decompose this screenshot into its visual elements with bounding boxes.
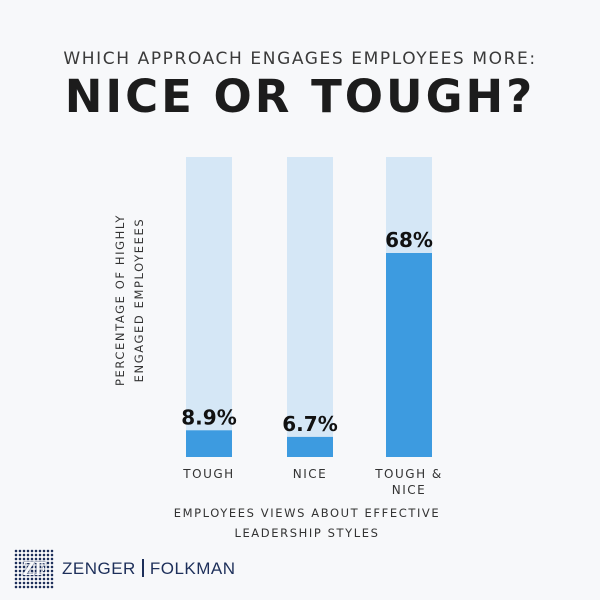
category-label-1-line-1: TOUGH <box>182 467 234 481</box>
company-logo: ZF ZENGER FOLKMAN <box>14 549 236 589</box>
logo-mark-letters: ZF <box>22 558 47 580</box>
x-axis-label-line-1: EMPLOYEES VIEWS ABOUT EFFECTIVE <box>173 506 441 520</box>
bar-3 <box>386 253 432 457</box>
chart-title: NICE OR TOUGH? <box>64 70 536 123</box>
bar-track-2 <box>287 157 333 457</box>
category-label-2-line-1: NICE <box>293 467 327 481</box>
category-label-3-line-2: NICE <box>392 483 426 497</box>
x-axis-label-line-2: LEADERSHIP STYLES <box>234 526 380 540</box>
bar-value-label-1: 8.9% <box>181 405 236 429</box>
x-axis-label: EMPLOYEES VIEWS ABOUT EFFECTIVE LEADERSH… <box>0 503 600 543</box>
logo-name-left: ZENGER <box>62 559 136 578</box>
logo-mark-icon: ZF <box>14 549 54 589</box>
chart-subtitle: WHICH APPROACH ENGAGES EMPLOYEES MORE: <box>63 49 537 69</box>
logo-name-right: FOLKMAN <box>149 559 236 578</box>
bar-value-label-3: 68% <box>385 228 433 252</box>
bar-1 <box>186 430 232 457</box>
bar-2 <box>287 436 333 457</box>
category-label-3-line-1: TOUGH & <box>374 467 443 481</box>
bar-track-1 <box>186 157 232 457</box>
logo-wordmark: ZENGER FOLKMAN <box>62 559 236 579</box>
bar-value-label-2: 6.7% <box>282 412 337 436</box>
logo-divider <box>141 559 144 577</box>
